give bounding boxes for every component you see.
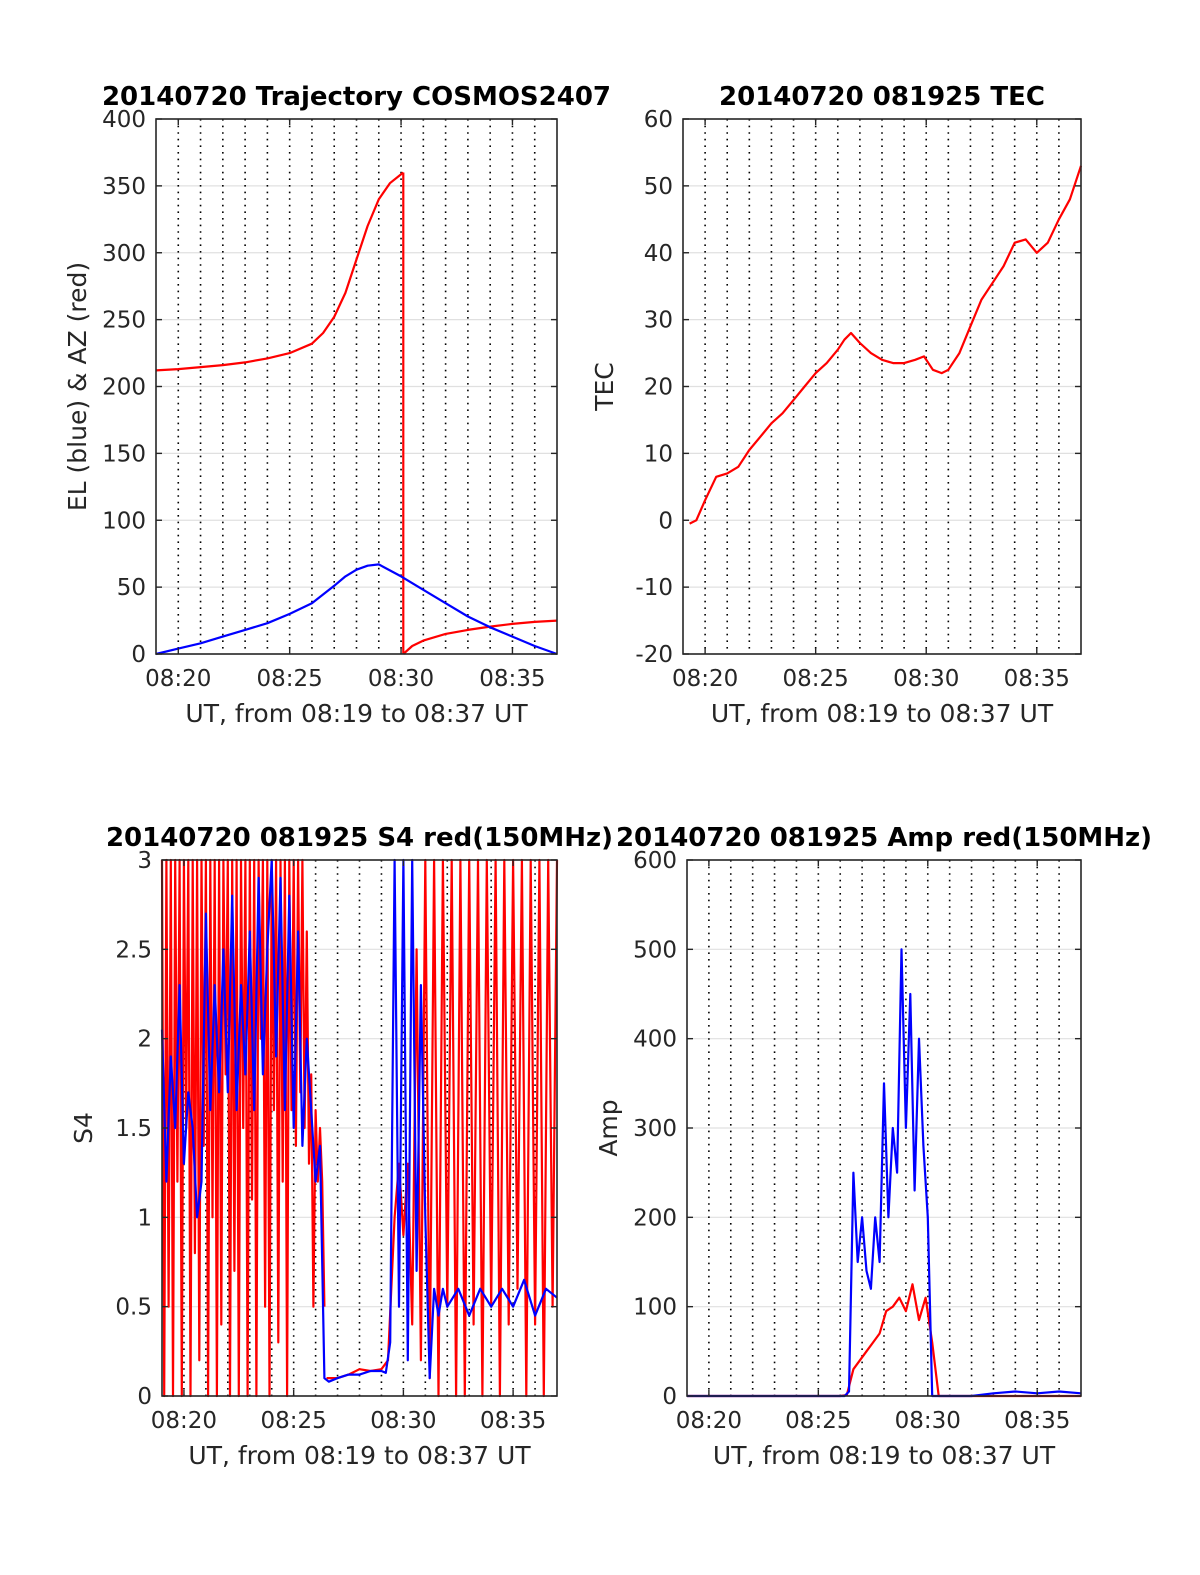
chart-title: 20140720 081925 TEC	[719, 82, 1045, 112]
y-tick-label: 100	[102, 508, 146, 534]
y-tick-label: 10	[644, 441, 673, 467]
y-tick-label: 20	[644, 375, 673, 401]
x-tick-label: 08:20	[672, 666, 738, 692]
x-tick-label: 08:25	[261, 1408, 327, 1434]
x-axis-label: UT, from 08:19 to 08:37 UT	[188, 1441, 531, 1470]
y-tick-label: 100	[633, 1295, 677, 1321]
series-line-1-segment-3	[402, 619, 558, 655]
x-tick-label: 08:25	[257, 666, 323, 692]
y-tick-label: 3	[137, 848, 152, 874]
y-tick-label: 250	[102, 308, 146, 334]
y-tick-label: 600	[633, 848, 677, 874]
y-tick-label: 30	[644, 308, 673, 334]
y-axis-label: TEC	[590, 362, 619, 412]
chart-panel-1: 08:20 08:25 08:30 08:35 0 50 100 150 200 250 300 35…	[63, 82, 611, 728]
y-axis-label: S4	[69, 1112, 98, 1144]
y-tick-label: 50	[117, 575, 146, 601]
y-tick-label: 0	[662, 1384, 677, 1410]
x-tick-label: 08:30	[895, 1408, 961, 1434]
x-tick-label: 08:35	[1004, 666, 1070, 692]
series-line-2-segment-1	[160, 858, 558, 1383]
y-tick-label: 40	[644, 241, 673, 267]
chart-title: 20140720 Trajectory COSMOS2407	[102, 82, 611, 112]
y-tick-label: -10	[635, 575, 673, 601]
y-tick-label: 300	[102, 241, 146, 267]
y-tick-label: 200	[633, 1205, 677, 1231]
chart-panel-2: 08:20 08:25 08:30 08:35 -20 -10 0 10 20 30 40 50 60 2…	[590, 82, 1083, 728]
x-tick-label: 08:30	[893, 666, 959, 692]
x-tick-label: 08:30	[370, 1408, 436, 1434]
x-tick-label: 08:25	[785, 1408, 851, 1434]
y-tick-label: 50	[644, 174, 673, 200]
x-tick-label: 08:25	[783, 666, 849, 692]
chart-title: 20140720 081925 Amp red(150MHz)	[616, 823, 1152, 853]
y-tick-label: 400	[633, 1027, 677, 1053]
chart-panel-4: 08:20 08:25 08:30 08:35 0 100 200 300 400 500 6002…	[594, 823, 1152, 1470]
y-tick-label: 0	[137, 1384, 152, 1410]
x-tick-label: 08:20	[676, 1408, 742, 1434]
x-tick-label: 08:20	[151, 1408, 217, 1434]
x-axis-label: UT, from 08:19 to 08:37 UT	[185, 699, 528, 728]
y-tick-label: 500	[633, 937, 677, 963]
y-tick-label: 150	[102, 441, 146, 467]
series-line-2-segment-1	[155, 563, 558, 656]
y-tick-label: 2	[137, 1027, 152, 1053]
y-tick-label: 1	[137, 1205, 152, 1231]
y-tick-label: 0.5	[115, 1295, 152, 1321]
x-tick-label: 08:30	[368, 666, 434, 692]
chart-panel-3: 08:20 08:25 08:30 08:35 0 0.5 1 1.5 2 2.5 32014072…	[69, 823, 613, 1470]
x-axis-label: UT, from 08:19 to 08:37 UT	[713, 1441, 1056, 1470]
y-tick-label: -20	[635, 642, 673, 668]
y-tick-label: 200	[102, 375, 146, 401]
series-line-1-segment-1	[155, 171, 404, 372]
y-tick-label: 350	[102, 174, 146, 200]
x-tick-label: 08:20	[145, 666, 211, 692]
y-tick-label: 0	[658, 508, 673, 534]
chart-title: 20140720 081925 S4 red(150MHz)	[106, 823, 613, 853]
y-tick-label: 300	[633, 1116, 677, 1142]
series-line-1-segment-1	[689, 165, 1083, 525]
x-axis-label: UT, from 08:19 to 08:37 UT	[711, 699, 1054, 728]
x-tick-label: 08:35	[479, 666, 545, 692]
x-tick-label: 08:35	[1004, 1408, 1070, 1434]
y-tick-label: 2.5	[115, 937, 152, 963]
y-tick-label: 0	[131, 642, 146, 668]
y-axis-label: EL (blue) & AZ (red)	[63, 262, 92, 511]
y-axis-label: Amp	[594, 1099, 623, 1156]
y-tick-label: 60	[644, 107, 673, 133]
y-tick-label: 400	[102, 107, 146, 133]
y-tick-label: 1.5	[115, 1116, 152, 1142]
x-tick-label: 08:35	[480, 1408, 546, 1434]
